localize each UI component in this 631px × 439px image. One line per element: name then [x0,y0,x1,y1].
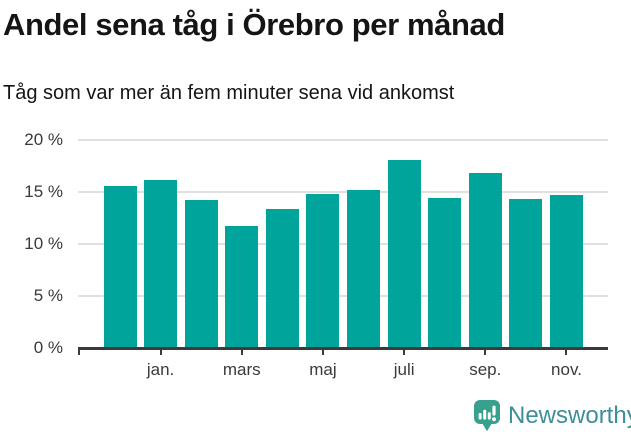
page-subtitle: Tåg som var mer än fem minuter sena vid … [3,82,455,104]
y-tick-label: 15 % [24,182,63,201]
axis-tick [159,347,162,355]
y-tick-label: 20 % [24,130,63,149]
newsworthy-brand-name: Newsworthy [508,402,631,429]
newsworthy-brand-link[interactable]: Newsworthy [473,399,631,433]
axis-tick [78,347,80,355]
y-tick-label: 0 % [33,338,63,357]
x-tick-label: mars [222,360,261,379]
y-tick-label: 5 % [33,286,63,305]
bar [347,189,381,348]
gridline [78,243,608,245]
x-tick-label: sep. [469,360,502,379]
gridline [78,295,608,297]
bar [468,173,502,348]
axis-tick [484,347,487,355]
page-title: Andel sena tåg i Örebro per månad [3,7,505,42]
axis-tick [403,347,406,355]
axis-tick [321,347,324,355]
bar [387,159,421,348]
bar [103,185,137,348]
bar [549,195,583,348]
bar [428,198,462,348]
bar [184,200,218,348]
x-tick-label: juli [393,360,415,379]
x-tick-label: maj [309,360,337,379]
bar [265,208,299,348]
bar [509,199,543,348]
bar [144,179,178,348]
x-axis-line [78,347,608,350]
gridline [78,139,608,141]
axis-tick [565,347,568,355]
newsworthy-logo-icon [473,399,501,433]
bar [225,226,259,348]
y-tick-label: 10 % [24,234,63,253]
axis-tick [240,347,243,355]
x-tick-label: nov. [551,360,582,379]
gridline [78,191,608,193]
bar [306,194,340,348]
x-tick-label: jan. [146,360,175,379]
